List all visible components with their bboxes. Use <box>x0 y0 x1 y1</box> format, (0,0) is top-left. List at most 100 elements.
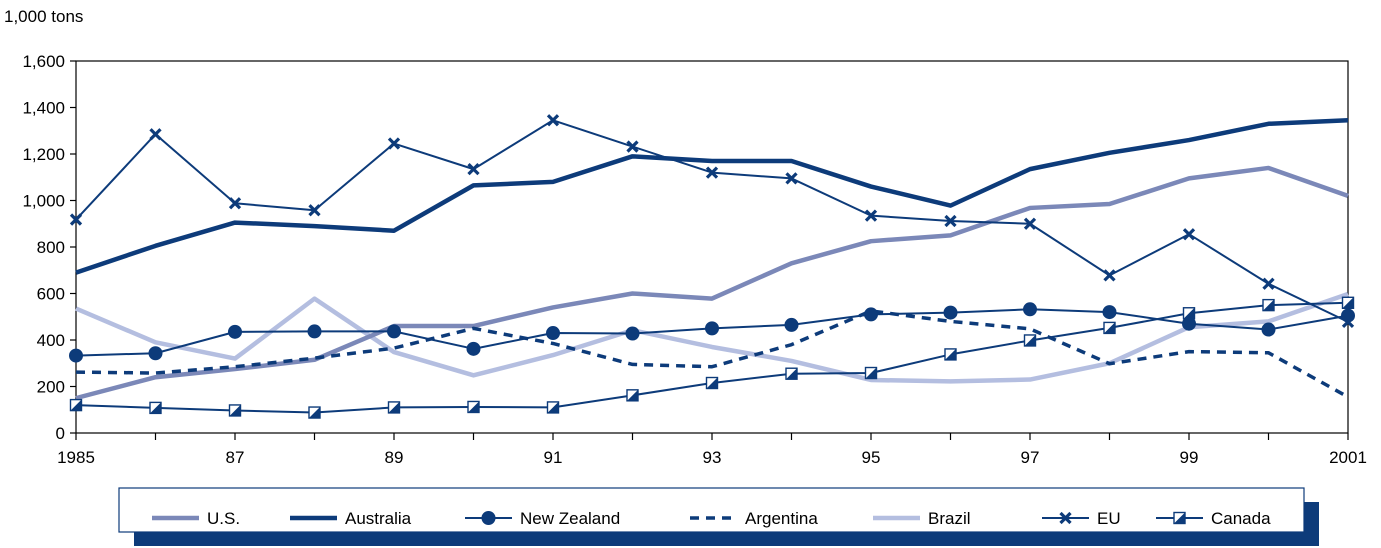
data-point <box>943 305 958 320</box>
data-point <box>626 140 639 153</box>
data-point <box>1059 511 1072 525</box>
legend-item: EU <box>1042 509 1121 528</box>
x-tick-label: 1985 <box>57 448 95 467</box>
legend-label: Canada <box>1211 509 1271 528</box>
y-tick-label: 1,400 <box>22 99 65 118</box>
data-point <box>546 114 560 127</box>
legend-label: U.S. <box>207 509 240 528</box>
x-tick-label: 93 <box>703 448 722 467</box>
x-tick-label: 89 <box>385 448 404 467</box>
series-brazil <box>75 291 1349 384</box>
data-point <box>626 389 639 402</box>
x-tick-label: 87 <box>226 448 245 467</box>
data-point <box>1182 228 1196 241</box>
legend-label: Brazil <box>928 509 971 528</box>
data-point <box>228 197 242 210</box>
data-point <box>1023 334 1037 347</box>
data-point <box>149 128 162 141</box>
data-point <box>387 324 401 339</box>
series-line <box>75 291 1349 384</box>
data-point <box>864 307 878 322</box>
data-point <box>1173 511 1186 525</box>
data-point <box>69 213 83 226</box>
data-point <box>148 346 163 361</box>
series-eu <box>69 114 1355 328</box>
data-point <box>1103 269 1116 282</box>
y-tick-label: 1,200 <box>22 145 65 164</box>
series-line <box>75 309 1349 399</box>
series-u-s <box>75 165 1349 401</box>
series-canada <box>69 296 1355 419</box>
series-line <box>75 165 1349 401</box>
x-tick-label: 95 <box>862 448 881 467</box>
data-point <box>1262 277 1275 290</box>
y-tick-label: 200 <box>37 378 65 397</box>
legend-label: New Zealand <box>520 509 620 528</box>
data-point <box>944 214 957 228</box>
data-point <box>705 321 719 336</box>
data-point <box>944 348 957 361</box>
data-point <box>784 317 799 332</box>
series-lines <box>69 114 1355 419</box>
data-point <box>307 324 322 339</box>
data-point <box>785 172 798 185</box>
data-point <box>69 348 83 363</box>
data-point <box>467 400 480 414</box>
data-point <box>1341 296 1355 309</box>
data-point <box>1261 322 1276 337</box>
data-point <box>864 209 878 222</box>
y-axis-unit-label: 1,000 tons <box>4 7 83 26</box>
data-point <box>308 406 321 419</box>
legend-label: EU <box>1097 509 1121 528</box>
y-tick-label: 800 <box>37 238 65 257</box>
data-point <box>625 326 640 341</box>
data-point <box>1023 217 1037 230</box>
series-new-zealand <box>69 302 1355 363</box>
data-point <box>1023 302 1037 317</box>
legend: U.S. Australia New Zealand Argentina Brazil E… <box>118 487 1319 546</box>
data-point <box>481 511 496 525</box>
data-point <box>705 376 719 390</box>
data-point <box>466 341 481 356</box>
data-point <box>864 366 878 380</box>
data-point <box>546 401 560 414</box>
series-australia <box>75 118 1349 275</box>
data-point <box>546 326 560 341</box>
legend-item: New Zealand <box>465 509 620 528</box>
y-tick-label: 600 <box>37 285 65 304</box>
axes: 0 200 400 600 800 1,000 1,200 1,400 1,600 1985 87 8… <box>22 52 1366 467</box>
y-tick-label: 400 <box>37 331 65 350</box>
y-tick-label: 0 <box>56 424 65 443</box>
data-point <box>1102 305 1117 320</box>
series-line <box>75 118 1349 275</box>
x-tick-label: 2001 <box>1329 448 1367 467</box>
legend-label: Argentina <box>745 509 818 528</box>
x-tick-label: 91 <box>544 448 563 467</box>
data-point <box>705 166 719 179</box>
data-point <box>387 137 401 150</box>
data-point <box>785 367 798 380</box>
data-point <box>387 401 401 414</box>
data-point <box>228 324 242 339</box>
data-point <box>228 404 242 417</box>
legend-item: U.S. <box>152 509 240 528</box>
legend-item: Australia <box>290 509 412 528</box>
data-point <box>69 398 83 412</box>
data-point <box>1341 315 1355 328</box>
legend-box <box>118 487 1305 533</box>
series-line <box>75 119 1349 323</box>
x-tick-label: 97 <box>1021 448 1040 467</box>
legend-item: Canada <box>1156 509 1271 528</box>
legend-item: Brazil <box>873 509 971 528</box>
data-point <box>1182 316 1196 331</box>
legend-label: Australia <box>345 509 412 528</box>
series-argentina <box>75 309 1349 399</box>
data-point <box>1262 298 1275 312</box>
data-point <box>308 204 321 217</box>
y-tick-label: 1,000 <box>22 192 65 211</box>
data-point <box>149 401 162 415</box>
data-point <box>1103 321 1116 335</box>
legend-item: Argentina <box>690 509 818 528</box>
y-tick-label: 1,600 <box>22 52 65 71</box>
